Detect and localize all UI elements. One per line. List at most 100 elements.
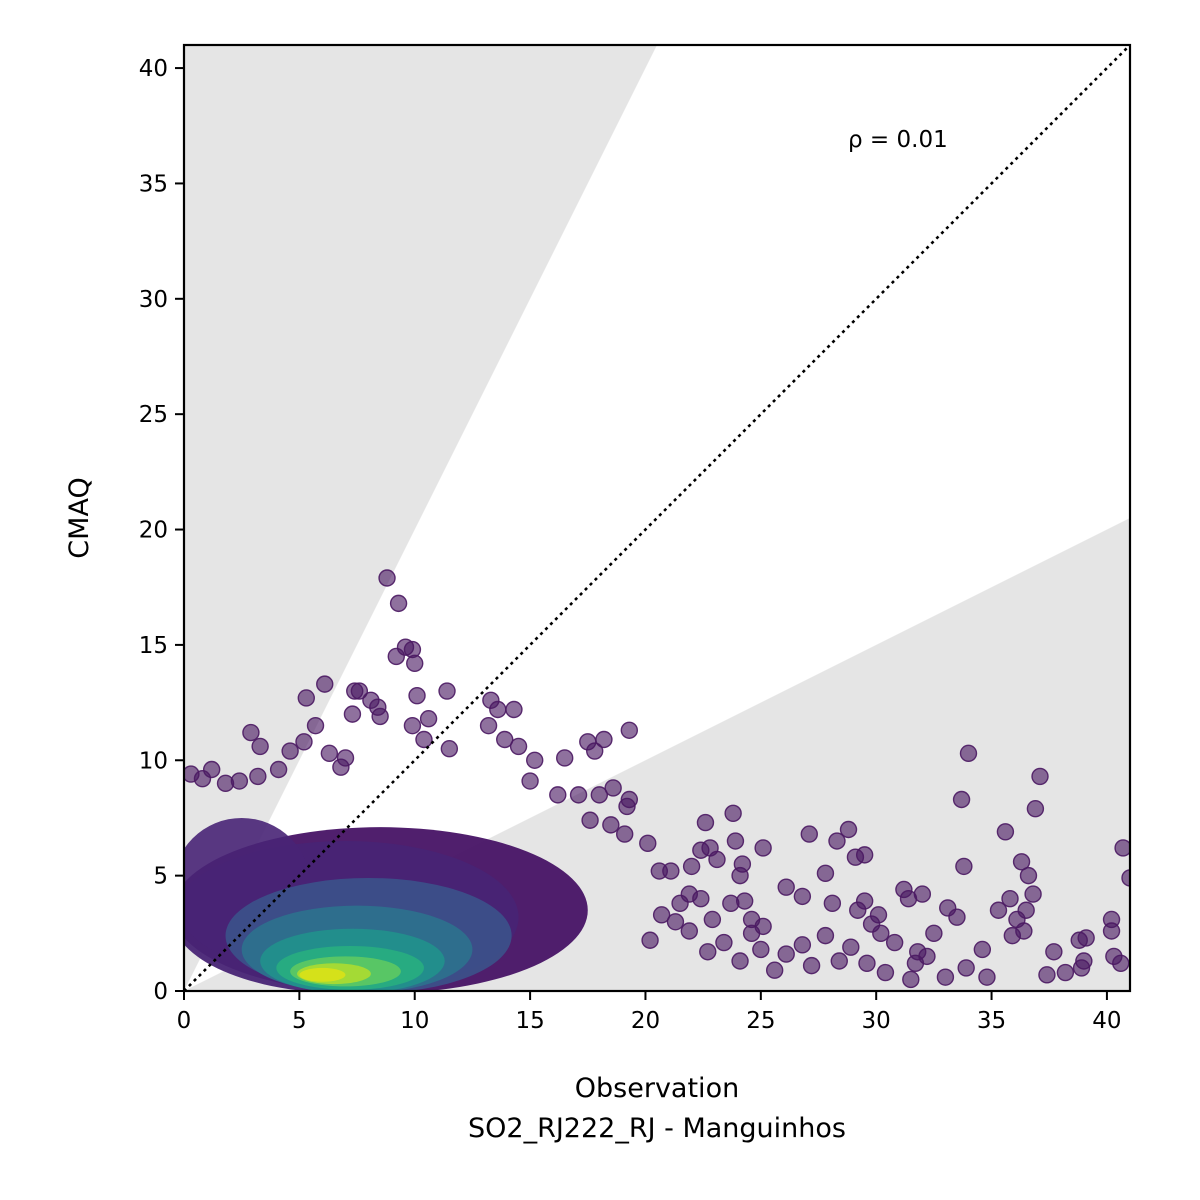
scatter-point-38 xyxy=(590,786,609,804)
scatter-point-41 xyxy=(618,797,636,816)
y-tick-label: 0 xyxy=(153,979,168,1005)
scatter-point-100 xyxy=(1017,901,1035,919)
scatter-point-82 xyxy=(913,885,932,903)
scatter-point-150 xyxy=(320,744,339,763)
scatter-point-7 xyxy=(297,689,315,707)
correlation-annotation: ρ = 0.01 xyxy=(848,127,948,153)
scatter-point-92 xyxy=(989,901,1008,919)
x-tick-label: 0 xyxy=(177,1008,192,1034)
scatter-point-67 xyxy=(793,887,812,906)
y-tick-label: 20 xyxy=(139,518,168,544)
scatter-point-149 xyxy=(295,733,313,751)
scatter-point-59 xyxy=(692,890,710,908)
x-tick-label: 30 xyxy=(862,1008,891,1034)
scatter-point-23 xyxy=(419,710,438,728)
scatter-point-147 xyxy=(269,760,288,779)
scatter-point-44 xyxy=(615,825,634,843)
scatter-point-145 xyxy=(230,772,249,790)
scatter-point-49 xyxy=(724,804,742,823)
scatter-points xyxy=(184,569,1130,989)
x-tick-label: 20 xyxy=(631,1008,660,1034)
scatter-point-140 xyxy=(641,931,659,949)
y-tick-label: 30 xyxy=(139,287,168,313)
y-axis-label: CMAQ xyxy=(64,477,95,558)
scatter-point-146 xyxy=(249,767,267,786)
scatter-point-104 xyxy=(1038,966,1056,984)
scatter-point-106 xyxy=(1056,963,1075,982)
scatter-point-110 xyxy=(1072,959,1091,977)
scatter-point-30 xyxy=(556,749,574,767)
scatter-point-6 xyxy=(316,675,334,693)
y-tick-label: 5 xyxy=(153,864,168,890)
scatter-point-39 xyxy=(604,779,622,797)
scatter-point-26 xyxy=(479,716,498,735)
scatter-point-54 xyxy=(708,850,726,869)
scatter-point-131 xyxy=(765,961,784,979)
scatter-point-22 xyxy=(403,716,422,735)
scatter-point-90 xyxy=(955,857,973,876)
scatter-point-12 xyxy=(408,686,426,705)
scatter-point-148 xyxy=(281,742,299,760)
scatter-point-60 xyxy=(671,894,689,913)
scatter-point-91 xyxy=(973,940,992,959)
scatter-point-21 xyxy=(371,707,389,726)
scatter-point-19 xyxy=(306,716,325,735)
y-tick-label: 15 xyxy=(139,633,168,659)
scatter-point-98 xyxy=(1019,866,1038,885)
plot-area xyxy=(184,45,1130,991)
x-tick-label: 10 xyxy=(400,1008,429,1034)
scatter-point-35 xyxy=(521,772,539,790)
x-tick-label: 5 xyxy=(292,1008,307,1034)
scatter-point-137 xyxy=(680,922,699,940)
scatter-point-87 xyxy=(948,908,966,926)
scatter-point-103 xyxy=(1031,767,1049,786)
scatter-point-99 xyxy=(1024,885,1042,903)
scatter-point-108 xyxy=(1077,929,1095,947)
density-cloud xyxy=(184,817,588,991)
plot-frame xyxy=(182,43,1132,993)
scatter-point-74 xyxy=(823,894,842,913)
scatter-point-76 xyxy=(855,892,874,910)
scatter-point-112 xyxy=(1102,922,1121,940)
y-tick-label: 35 xyxy=(139,171,168,197)
scatter-point-31 xyxy=(620,721,639,739)
scatter-point-102 xyxy=(1026,800,1045,818)
scatter-point-132 xyxy=(752,940,770,959)
scatter-point-53 xyxy=(682,857,701,876)
scatter-point-89 xyxy=(959,744,978,763)
scatter-point-83 xyxy=(885,933,904,952)
scatter-point-134 xyxy=(731,952,749,970)
scatter-point-56 xyxy=(733,855,752,873)
scatter-point-48 xyxy=(696,813,715,832)
scatter-point-68 xyxy=(800,825,818,843)
scatter-point-69 xyxy=(816,864,835,883)
scatter-point-43 xyxy=(602,816,620,834)
x-tick-label: 35 xyxy=(977,1008,1006,1034)
scatter-point-143 xyxy=(184,765,200,783)
scatter-point-152 xyxy=(336,749,355,767)
y-tick-label: 10 xyxy=(139,748,168,774)
scatter-point-97 xyxy=(1012,853,1031,871)
scatter-point-115 xyxy=(1114,839,1130,857)
scatter-point-135 xyxy=(715,933,733,952)
scatter-point-130 xyxy=(777,945,795,963)
scatter-point-127 xyxy=(816,926,835,945)
scatter-point-29 xyxy=(526,751,544,769)
scatter-point-101 xyxy=(1015,922,1033,940)
scatter-point-105 xyxy=(1045,943,1063,961)
scatter-point-47 xyxy=(662,862,680,880)
scatter-point-124 xyxy=(858,954,876,973)
scatter-point-16 xyxy=(505,700,523,719)
scatter-point-15 xyxy=(489,700,507,719)
scatter-point-0 xyxy=(378,569,396,587)
scatter-point-126 xyxy=(830,952,848,970)
scatter-point-133 xyxy=(742,924,761,943)
scatter-point-5 xyxy=(387,647,405,666)
scatter-point-63 xyxy=(735,892,754,910)
scatter-point-121 xyxy=(906,954,925,973)
scatter-point-33 xyxy=(595,730,613,749)
x-tick-label: 40 xyxy=(1092,1008,1121,1034)
scatter-point-114 xyxy=(1112,954,1130,973)
scatter-point-71 xyxy=(839,820,858,839)
scatter-point-139 xyxy=(652,906,671,924)
